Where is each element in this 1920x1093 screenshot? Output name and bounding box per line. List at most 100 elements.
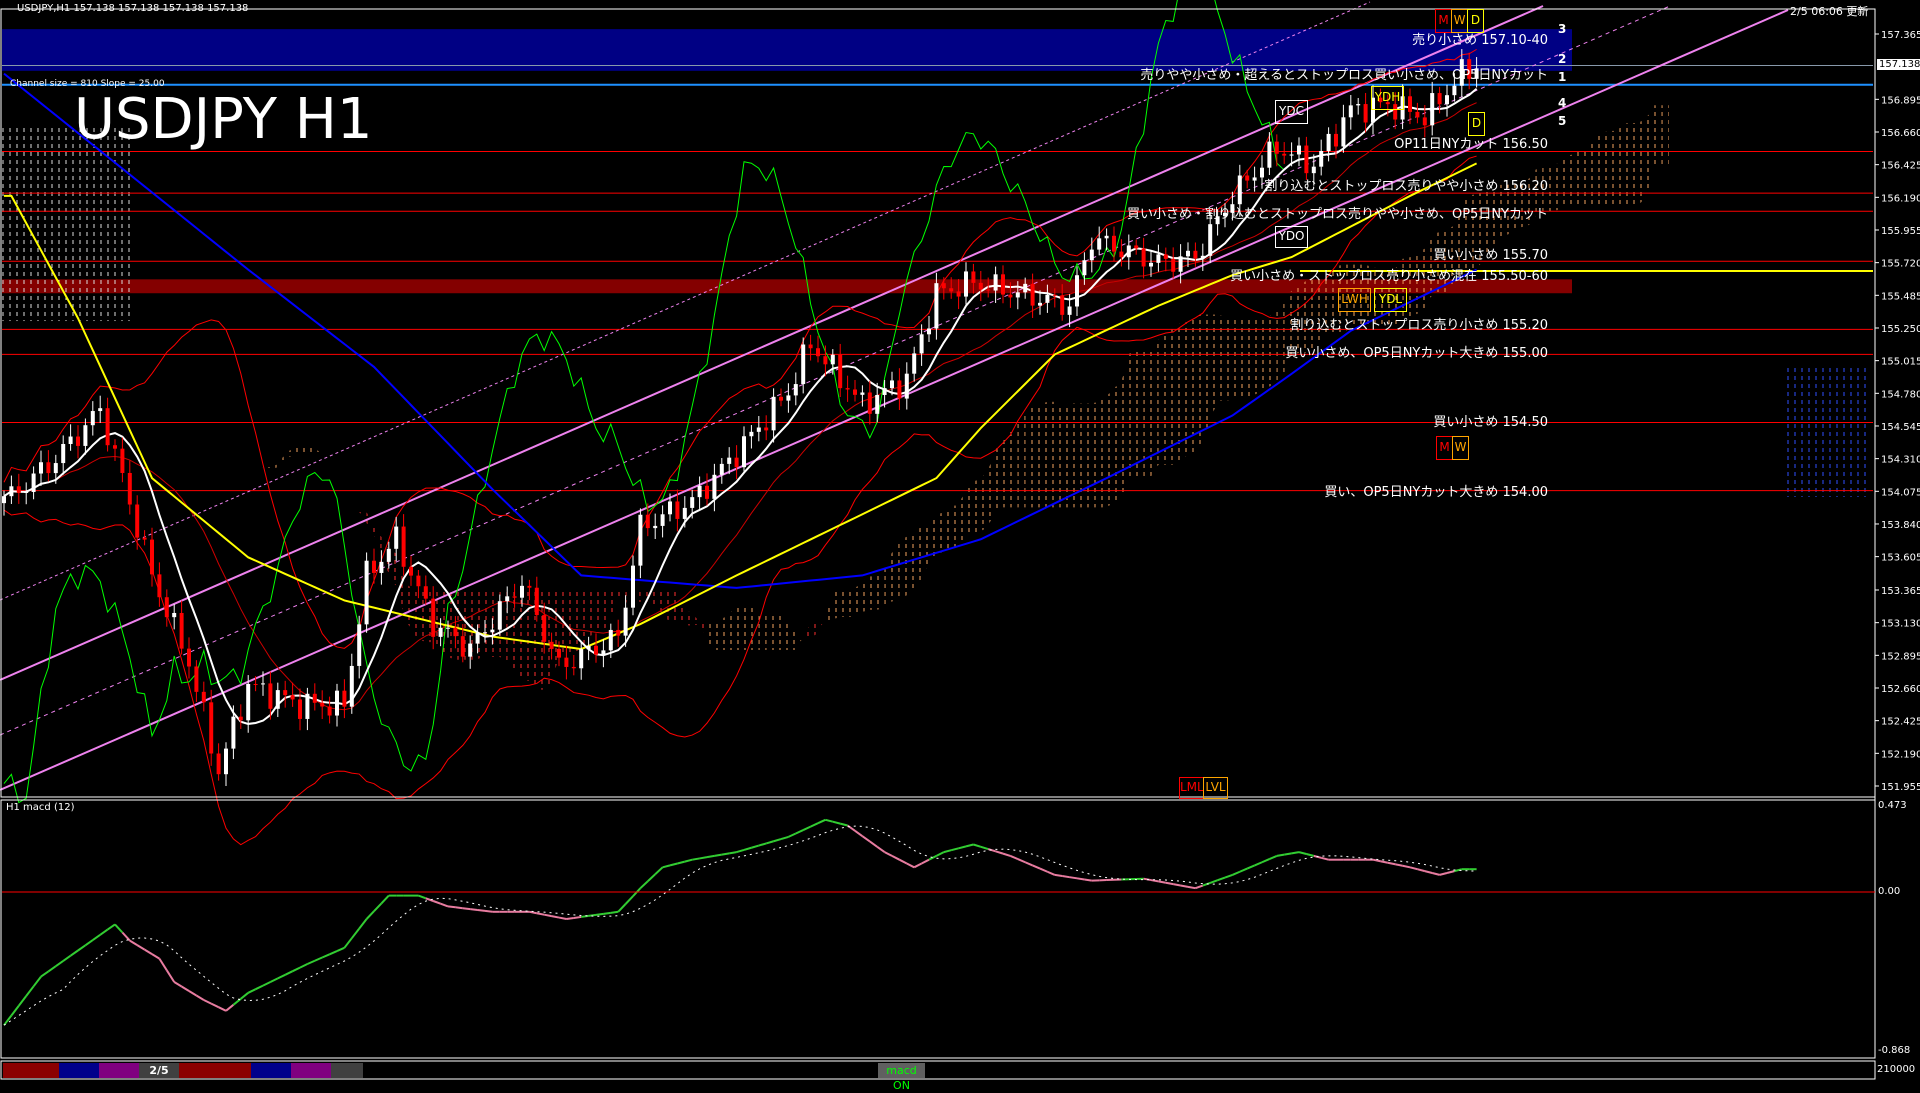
- bull-candle: [964, 271, 968, 296]
- price-tick-label: 154.075: [1881, 487, 1920, 498]
- macd-line-segment: [26, 986, 33, 996]
- price-zone: [2, 29, 1572, 71]
- cloud-segment: [877, 568, 884, 609]
- macd-line-segment: [1218, 878, 1225, 881]
- bull-candle: [860, 392, 864, 394]
- macd-line-segment: [1292, 852, 1299, 853]
- bull-candle: [698, 486, 702, 497]
- bull-candle: [927, 328, 931, 334]
- tab-segment-1[interactable]: [3, 1063, 59, 1078]
- macd-line-segment: [1040, 869, 1047, 872]
- tab-segment-7[interactable]: [331, 1063, 363, 1078]
- annotation-label: 買い、OP5日NYカット大きめ 154.00: [1324, 485, 1548, 500]
- macd-line-segment: [19, 996, 26, 1006]
- cloud-segment: [729, 605, 736, 650]
- bollinger-lower: [4, 156, 1477, 845]
- cloud-segment: [685, 612, 692, 626]
- macd-line-segment: [552, 916, 559, 917]
- cloud-segment: [899, 537, 906, 600]
- price-tick-label: 154.310: [1881, 455, 1920, 466]
- cloud-segment: [603, 591, 610, 632]
- macd-line-segment: [803, 827, 810, 830]
- macd-line-segment: [478, 910, 485, 911]
- tab-segment-4[interactable]: [179, 1063, 251, 1078]
- macd-line-segment: [833, 822, 840, 824]
- price-tick-label: 155.015: [1881, 357, 1920, 368]
- bear-candle: [838, 355, 842, 388]
- bull-candle: [98, 408, 102, 411]
- tab-segment-5[interactable]: [251, 1063, 291, 1078]
- macd-line-segment: [1225, 875, 1232, 878]
- bear-candle: [535, 588, 539, 615]
- bear-candle: [1282, 154, 1286, 156]
- macd-line-segment: [840, 824, 847, 826]
- macd-line-segment: [529, 912, 536, 913]
- macd-line-segment: [174, 982, 181, 987]
- bull-candle: [54, 463, 58, 473]
- cloud-segment: [248, 476, 255, 483]
- bear-candle: [594, 646, 598, 655]
- page-indicator[interactable]: 2/5: [139, 1063, 179, 1078]
- bull-candle: [1452, 86, 1456, 95]
- macd-line-segment: [759, 843, 766, 845]
- bear-candle: [1119, 252, 1123, 258]
- macd-line-segment: [929, 856, 936, 860]
- bear-candle: [76, 437, 80, 446]
- tab-segment-2[interactable]: [59, 1063, 99, 1078]
- price-tick-label: 155.955: [1881, 226, 1920, 237]
- cloud-segment: [737, 604, 744, 650]
- bull-candle: [772, 397, 776, 431]
- macd-on-button[interactable]: macd ON: [878, 1063, 925, 1078]
- bull-candle: [379, 562, 383, 573]
- macd-line-segment: [1247, 865, 1254, 868]
- cloud-segment: [862, 576, 869, 612]
- macd-line-segment: [1158, 881, 1165, 882]
- macd-line-segment: [885, 852, 892, 856]
- macd-line-segment: [352, 929, 359, 939]
- bear-candle: [209, 702, 213, 753]
- macd-line-segment: [1151, 880, 1158, 881]
- bull-candle: [439, 628, 443, 637]
- bear-candle: [809, 344, 813, 348]
- macd-line-segment: [1262, 859, 1269, 862]
- bull-candle: [365, 561, 369, 625]
- tab-segment-3[interactable]: [99, 1063, 139, 1078]
- macd-line-segment: [137, 945, 144, 950]
- macd-tick-bottom: -0.868: [1878, 1045, 1910, 1056]
- bull-candle: [757, 428, 761, 432]
- annotation-label: 買い小さめ・ストップロス売り小さめ混在 155.50-60: [1230, 269, 1548, 284]
- bull-candle: [246, 684, 250, 720]
- macd-line-segment: [4, 1015, 11, 1025]
- macd-line-segment: [818, 820, 825, 823]
- macd-panel-frame: [1, 800, 1875, 1058]
- cloud-segment: [344, 491, 351, 501]
- bear-candle: [313, 694, 317, 703]
- bull-candle: [786, 395, 790, 400]
- cloud-segment: [766, 612, 773, 650]
- bear-candle: [816, 348, 820, 356]
- macd-line-segment: [1417, 869, 1424, 871]
- macd-line-segment: [796, 830, 803, 833]
- price-tick-label: 151.955: [1881, 782, 1920, 793]
- cloud-segment: [781, 613, 788, 650]
- bear-candle: [46, 462, 50, 473]
- bear-candle: [557, 649, 561, 658]
- macd-line-segment: [566, 918, 573, 919]
- macd-line-segment: [315, 958, 322, 961]
- bear-candle: [254, 684, 258, 685]
- bull-candle: [1208, 224, 1212, 256]
- macd-line-segment: [1410, 867, 1417, 869]
- bear-candle: [1134, 245, 1138, 248]
- price-tick-label: 153.365: [1881, 586, 1920, 597]
- cloud-segment: [907, 533, 914, 595]
- macd-line-segment: [1062, 876, 1069, 877]
- tab-segment-6[interactable]: [291, 1063, 331, 1078]
- bull-candle: [690, 497, 694, 508]
- macd-line-segment: [56, 961, 63, 966]
- bull-candle: [749, 432, 753, 436]
- bull-candle: [224, 749, 228, 775]
- cloud-segment: [1558, 157, 1565, 210]
- cloud-segment: [226, 483, 233, 491]
- macd-line-segment: [811, 823, 818, 826]
